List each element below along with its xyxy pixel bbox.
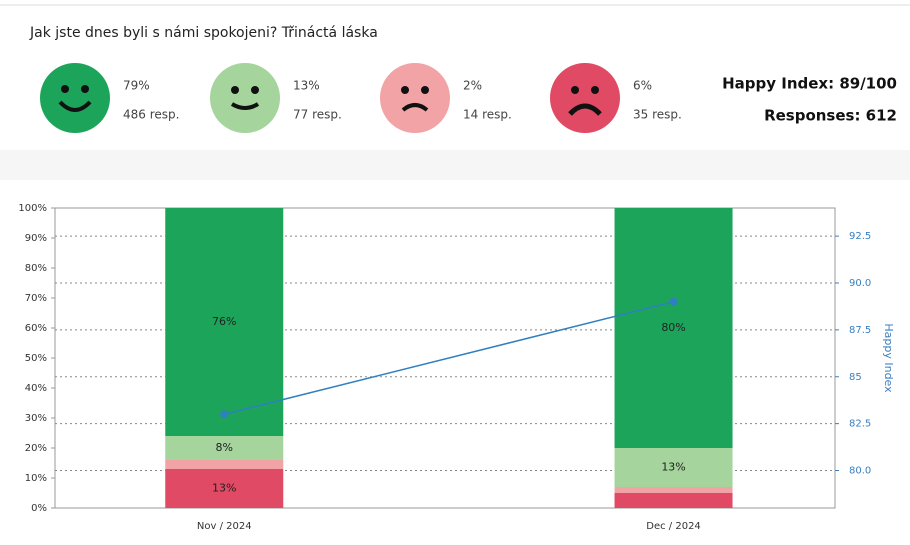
face-percent: 2% <box>463 79 482 93</box>
y-tick-label: 90% <box>25 233 47 244</box>
y-tick-label: 30% <box>25 413 47 424</box>
face-responses: 14 resp. <box>463 108 512 122</box>
x-tick-label: Nov / 2024 <box>197 521 252 532</box>
bar-segment <box>165 436 284 460</box>
y-tick-label: 10% <box>25 473 47 484</box>
face-very-happy <box>40 63 110 133</box>
happy-index-point <box>669 297 678 306</box>
happy-index: Happy Index: 89/100 <box>722 75 897 93</box>
face-unhappy <box>380 63 450 133</box>
separator <box>0 150 910 180</box>
chart: 0% 10% 20% 30% 40% 50% 60% 70% 80% 90% 100% 80.0 82.… <box>18 203 895 532</box>
y-tick-label: 60% <box>25 323 47 334</box>
face-happy <box>210 63 280 133</box>
happy-index-line <box>224 301 674 415</box>
bar-segment <box>614 487 733 493</box>
bar-segment <box>165 208 284 436</box>
y2-tick-label: 92.5 <box>849 231 871 242</box>
face-percent: 79% <box>123 79 150 93</box>
y-tick-label: 40% <box>25 383 47 394</box>
data-label: 80% <box>661 321 685 334</box>
data-label: 76% <box>212 315 236 328</box>
y-tick-label: 100% <box>18 203 47 214</box>
face-responses: 35 resp. <box>633 108 682 122</box>
y2-tick-label: 87.5 <box>849 325 871 336</box>
y-tick-label: 80% <box>25 263 47 274</box>
face-percent: 13% <box>293 79 320 93</box>
y2-tick-label: 90.0 <box>849 278 871 289</box>
bar-segment <box>614 493 733 508</box>
y-tick-label: 20% <box>25 443 47 454</box>
responses-total: Responses: 612 <box>764 107 897 125</box>
y-tick-label: 50% <box>25 353 47 364</box>
y2-tick-label: 80.0 <box>849 466 871 477</box>
bar-segment <box>614 448 733 487</box>
y-tick-label: 0% <box>31 503 47 514</box>
face-very-unhappy <box>550 63 620 133</box>
y2-tick-label: 85 <box>849 372 862 383</box>
face-percent: 6% <box>633 79 652 93</box>
y2-tick-label: 82.5 <box>849 419 871 430</box>
x-tick-label: Dec / 2024 <box>646 521 701 532</box>
happy-index-point <box>220 410 229 419</box>
data-label: 8% <box>216 441 233 454</box>
data-label: 13% <box>661 461 685 474</box>
y-tick-label: 70% <box>25 293 47 304</box>
bar-segment <box>614 208 733 448</box>
face-responses: 77 resp. <box>293 108 342 122</box>
bar-segment <box>165 469 284 508</box>
title: Jak jste dnes byli s námi spokojeni? Tři… <box>29 25 378 41</box>
y2-axis-label: Happy Index <box>882 323 895 393</box>
face-responses: 486 resp. <box>123 108 179 122</box>
data-label: 13% <box>212 482 236 495</box>
bar-segment <box>165 460 284 469</box>
